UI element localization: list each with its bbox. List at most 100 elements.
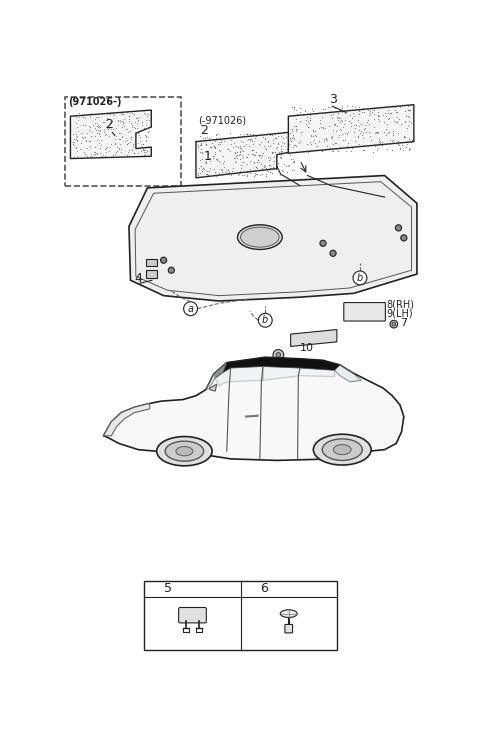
Point [93, 126, 101, 138]
Point [332, 125, 340, 137]
Point [249, 135, 256, 147]
Point [252, 161, 260, 173]
Point [94, 124, 102, 135]
Point [202, 138, 209, 150]
Point [112, 122, 120, 134]
Point [275, 137, 282, 149]
Point [253, 167, 261, 179]
Point [308, 103, 316, 115]
Point [88, 149, 96, 161]
Point [227, 127, 234, 139]
Point [374, 109, 382, 121]
Point [388, 135, 396, 147]
Point [345, 126, 352, 138]
Point [282, 160, 289, 172]
Point [284, 132, 292, 144]
Point [328, 145, 336, 157]
Point [373, 144, 381, 156]
Point [120, 113, 128, 125]
Point [104, 108, 111, 120]
Point [83, 150, 91, 162]
Point [107, 109, 114, 121]
Point [207, 141, 215, 153]
Point [266, 152, 274, 164]
Point [96, 129, 104, 141]
Point [143, 122, 151, 134]
Point [289, 156, 297, 168]
Point [113, 145, 120, 157]
Point [365, 118, 373, 130]
Point [270, 151, 278, 163]
Point [350, 126, 358, 138]
Text: (971026-): (971026-) [68, 97, 121, 106]
Point [131, 116, 139, 128]
Polygon shape [288, 105, 414, 153]
Point [93, 121, 100, 132]
Point [266, 159, 274, 171]
Point [329, 145, 337, 157]
Point [301, 105, 309, 117]
Point [344, 104, 351, 116]
Point [197, 143, 205, 155]
Point [125, 110, 133, 122]
Point [144, 126, 151, 138]
Point [395, 138, 402, 150]
Point [196, 130, 204, 142]
Polygon shape [210, 384, 217, 391]
Point [240, 140, 248, 152]
Point [336, 141, 344, 153]
Point [141, 144, 148, 156]
Point [101, 129, 108, 141]
Point [288, 100, 296, 112]
Point [91, 113, 98, 125]
Point [278, 145, 286, 157]
Point [284, 166, 291, 178]
Point [331, 102, 339, 114]
Point [315, 135, 323, 147]
Point [361, 123, 369, 135]
Point [326, 101, 334, 113]
Point [366, 106, 374, 118]
Point [137, 145, 144, 157]
Point [275, 130, 282, 142]
Point [292, 140, 300, 152]
Point [266, 129, 274, 141]
Point [329, 108, 337, 120]
Point [125, 110, 133, 122]
Point [296, 135, 303, 147]
Point [335, 105, 343, 117]
Point [389, 134, 396, 146]
Point [198, 165, 205, 177]
Point [289, 132, 297, 144]
Bar [146, 259, 156, 266]
Circle shape [184, 302, 197, 315]
Point [261, 142, 269, 154]
Point [290, 133, 298, 145]
Point [220, 161, 228, 173]
Point [243, 129, 251, 141]
Point [213, 153, 221, 164]
Point [233, 149, 241, 161]
Point [334, 106, 342, 118]
Point [318, 144, 326, 156]
Point [243, 170, 251, 182]
Point [198, 163, 206, 175]
Bar [65, 97, 180, 185]
Point [272, 152, 280, 164]
Point [92, 146, 99, 158]
Point [215, 144, 223, 156]
Point [144, 109, 152, 121]
Point [209, 150, 216, 161]
Point [356, 127, 364, 139]
Point [391, 104, 398, 116]
Point [279, 165, 287, 177]
Point [399, 144, 407, 156]
Point [130, 147, 138, 159]
Point [334, 131, 342, 143]
Point [92, 141, 99, 153]
Text: b: b [262, 315, 268, 325]
Point [359, 106, 366, 118]
Point [97, 150, 105, 162]
Point [138, 119, 146, 131]
Point [355, 101, 363, 113]
